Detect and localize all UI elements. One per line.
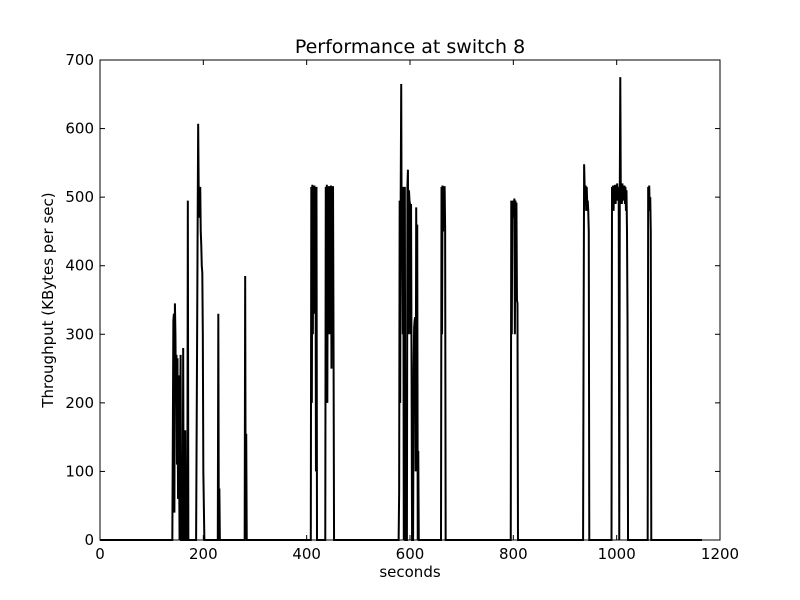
y-tick-label-2: 200 xyxy=(65,394,94,412)
y-tick-label-4: 400 xyxy=(65,257,94,275)
y-tick-label-0: 0 xyxy=(84,531,94,549)
x-tick-label-3: 600 xyxy=(396,545,425,563)
x-tick-label-1: 200 xyxy=(189,545,218,563)
series-layer xyxy=(100,77,702,541)
series-line-0 xyxy=(100,77,702,541)
y-axis-label: Throughput (KBytes per sec) xyxy=(39,192,57,408)
x-tick-label-0: 0 xyxy=(95,545,105,563)
y-axis-ticks: 0 100 200 300 400 500 600 700 xyxy=(65,51,720,549)
y-tick-label-1: 100 xyxy=(65,462,94,480)
y-tick-label-5: 500 xyxy=(65,188,94,206)
y-tick-label-3: 300 xyxy=(65,325,94,343)
y-tick-label-7: 700 xyxy=(65,51,94,69)
x-tick-label-6: 1200 xyxy=(701,545,739,563)
chart-title: Performance at switch 8 xyxy=(295,36,525,58)
x-tick-label-5: 1000 xyxy=(598,545,636,563)
x-tick-label-2: 400 xyxy=(292,545,321,563)
x-axis-label: seconds xyxy=(379,563,440,581)
x-axis-ticks: 0 200 400 600 800 1000 1200 xyxy=(95,60,739,563)
y-tick-label-6: 600 xyxy=(65,120,94,138)
x-tick-label-4: 800 xyxy=(499,545,528,563)
